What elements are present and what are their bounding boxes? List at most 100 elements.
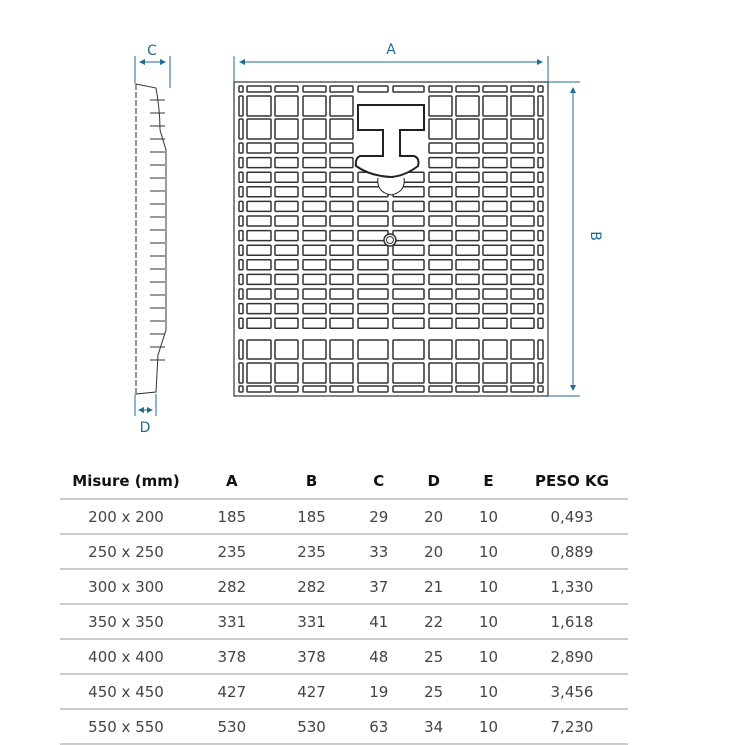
label-a: A	[386, 42, 396, 58]
grate-slot	[537, 215, 544, 227]
table-cell: 331	[271, 604, 352, 640]
grate-slot	[274, 244, 299, 256]
grate-slot	[510, 339, 535, 360]
grate-slot	[537, 85, 544, 93]
table-row: 300 x 300 282 282 37 21 10 1,330	[60, 569, 628, 605]
grate-slot	[274, 302, 299, 315]
grate-slot	[238, 288, 244, 300]
grate-slot	[238, 273, 244, 286]
grate-slot	[357, 244, 389, 256]
grate-slot	[246, 215, 272, 227]
grate-slot	[482, 171, 508, 183]
table-cell: 63	[351, 709, 407, 745]
grate-slot	[274, 200, 299, 213]
grate-slot	[238, 317, 244, 329]
grate-slot	[238, 171, 244, 183]
grate-slot	[510, 229, 535, 242]
grate-slot	[537, 186, 544, 198]
grate-slot	[329, 302, 354, 315]
grate-slot	[455, 186, 480, 198]
table-cell: 200 x 200	[60, 499, 192, 535]
grate-slot	[274, 186, 299, 198]
handle	[354, 104, 425, 196]
grate-slot	[482, 302, 508, 315]
grate-slot	[274, 215, 299, 227]
grate-slot	[302, 156, 327, 169]
grate-slot	[455, 385, 480, 393]
grate-slot	[238, 229, 244, 242]
grate-slot	[274, 95, 299, 117]
table-cell: 235	[271, 534, 352, 570]
grate-slot	[238, 118, 244, 140]
grate-slot	[537, 362, 544, 384]
table-cell: 185	[192, 499, 272, 535]
grate-slot	[246, 118, 272, 140]
grate-slot	[274, 273, 299, 286]
table-cell: 450 x 450	[60, 674, 192, 710]
grate-slot	[537, 302, 544, 315]
grate-slot	[510, 95, 535, 117]
grate-slot	[428, 215, 453, 227]
grate-slot	[455, 85, 480, 93]
grate-slot	[392, 288, 425, 300]
grate-slot	[537, 171, 544, 183]
grate-slot	[238, 156, 244, 169]
grate-slot	[246, 95, 272, 117]
table-cell: 530	[271, 709, 352, 745]
table-cell: 350 x 350	[60, 604, 192, 640]
table-cell: 1,330	[516, 569, 628, 605]
grate-slot	[302, 339, 327, 360]
grate-slot	[274, 385, 299, 393]
table-row: 550 x 550 530 530 63 34 10 7,230	[60, 709, 628, 745]
table-cell: 10	[461, 534, 516, 570]
center-hole	[383, 233, 397, 247]
grate-slot	[357, 215, 389, 227]
grate-slot	[510, 171, 535, 183]
grate-slot	[482, 273, 508, 286]
grate-slot	[329, 215, 354, 227]
grate-slot	[482, 259, 508, 271]
grate-slot	[455, 171, 480, 183]
grate-slot	[246, 385, 272, 393]
grate-slot	[510, 215, 535, 227]
grate-slot	[482, 95, 508, 117]
grate-slot	[482, 142, 508, 154]
column-header: PESO KG	[516, 464, 628, 500]
grate-slot	[302, 244, 327, 256]
grate-slot	[537, 259, 544, 271]
grate-slot	[428, 273, 453, 286]
grate-slot	[238, 339, 244, 360]
grate-slot	[392, 385, 425, 393]
grate-slot	[537, 200, 544, 213]
grate-slot	[455, 339, 480, 360]
grate-slot	[246, 142, 272, 154]
grate-slot	[246, 302, 272, 315]
grate-slot	[455, 259, 480, 271]
table-cell: 300 x 300	[60, 569, 192, 605]
grate-slot	[238, 244, 244, 256]
grate-slot	[510, 362, 535, 384]
grate-slot	[329, 244, 354, 256]
grate-slot	[482, 385, 508, 393]
grate-slot	[428, 362, 453, 384]
grate-slot	[329, 229, 354, 242]
table-cell: 10	[461, 674, 516, 710]
grate-slot	[510, 273, 535, 286]
grate-slot	[329, 385, 354, 393]
table-cell: 530	[192, 709, 272, 745]
grate-slot	[428, 339, 453, 360]
grate-slot	[302, 385, 327, 393]
grate-slot	[537, 95, 544, 117]
grate-slot	[302, 288, 327, 300]
grate-slot	[392, 229, 425, 242]
grate-slot	[537, 273, 544, 286]
grate-slot	[455, 118, 480, 140]
column-header: C	[351, 464, 407, 500]
dimensions-table: Misure (mm) A B C D E PESO KG 200 x 200 185 185 2…	[60, 464, 628, 745]
grate-slot	[357, 385, 389, 393]
column-header: D	[406, 464, 462, 500]
grate-slot	[455, 288, 480, 300]
table-header-row: Misure (mm) A B C D E PESO KG	[60, 464, 628, 500]
grate-slot	[392, 317, 425, 329]
grate-slot	[238, 142, 244, 154]
